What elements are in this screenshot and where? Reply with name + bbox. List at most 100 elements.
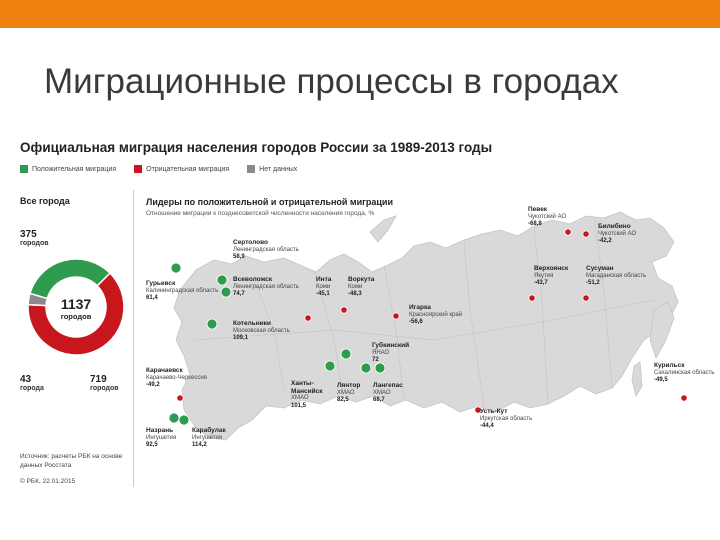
city-label-susuman: Сусуман Магаданская область -51,2 [586,265,646,288]
map-marker-7 [304,314,312,322]
city-name: Усть-Кут [480,408,508,415]
city-name: Певек [528,206,548,213]
donut-label-positive-unit: городов [20,240,49,247]
legend-item-positive: Положительная миграция [20,165,116,173]
city-label-ust-kut: Усть-Кут Иркутская область -44,4 [480,408,532,431]
city-label-nazran: Назрань Ингушетия 92,5 [146,427,176,450]
city-label-kotelniki: Котельники Московская область 109,1 [233,320,290,343]
city-label-lyantor: Лянтор ХМАО 82,5 [337,382,360,405]
city-value: -68,8 [528,221,542,227]
legend-swatch-negative [134,165,143,173]
city-value: 101,5 [291,402,307,409]
map-marker-11 [220,286,232,298]
donut-label-positive: 375 городов [20,230,49,248]
map-marker-9 [176,394,184,402]
city-value: -43,7 [534,280,548,286]
city-name: Билибино [598,223,631,230]
city-region: Коми [348,283,363,290]
donut-label-negative-count: 719 [90,374,107,385]
city-name: Курильск [654,362,685,369]
city-label-vsevolozhsk: Всеволожск Ленинградская область 74,7 [233,276,299,299]
city-value: 92,5 [146,442,158,448]
city-region: Калининградская область [146,287,219,294]
city-name: Ханты-Мансийск [291,380,323,395]
map-marker-1 [582,230,590,238]
map-marker-3 [582,294,590,302]
city-name: Верхоянск [534,265,569,272]
figure-title: Официальная миграция населения городов Р… [20,140,493,155]
city-region: Ленинградская область [233,246,299,253]
city-name: Губкинский [372,342,410,349]
city-name: Карачаевск [146,367,183,374]
donut-label-negative-unit: городов [90,385,119,392]
donut-slice-2 [27,292,49,307]
city-name: Инта [316,276,332,283]
map-title: Лидеры по положительной и отрицательной … [146,197,393,207]
legend-item-nodata: Нет данных [247,165,297,173]
city-region: Московская область [233,327,290,334]
city-value: -42,2 [598,238,612,244]
legend-label-negative: Отрицательная миграция [146,165,230,173]
city-value: 82,5 [337,397,349,403]
city-region: Ленинградская область [233,283,299,290]
top-accent-bar [0,0,720,28]
city-name: Котельники [233,320,271,327]
city-region: Иркутская область [480,415,533,422]
city-name: Назрань [146,427,174,434]
donut-label-negative: 719 городов [90,375,119,393]
city-region: Ингушетия [146,434,177,441]
city-value: -49,5 [654,377,668,383]
city-name: Всеволожск [233,276,272,283]
map-markers [168,228,688,426]
city-value: 72 [372,357,379,363]
map-marker-2 [528,294,536,302]
city-name: Гурьевск [146,280,176,287]
donut-label-nodata-count: 43 [20,374,32,385]
city-label-sertolovo: Сертолово Ленинградская область 58,9 [233,239,299,262]
city-value: -44,4 [480,423,494,429]
map-subtitle: Отношение миграции к позднесоветской чис… [146,210,375,217]
donut-center-value: 1137 [61,296,92,312]
source-note: Источник: расчеты РБК на основе данных Р… [20,453,123,469]
city-label-kurilsk: Курильск Сахалинская область -49,5 [654,362,714,385]
city-value: 58,9 [233,254,245,260]
city-region: ХМАО [291,395,309,401]
donut-slice-1 [27,272,125,356]
map-marker-19 [178,414,190,426]
city-region: Красноярский край [409,311,463,318]
map-marker-12 [170,262,182,274]
city-label-karabulak: Карабулак Ингушетия 114,2 [192,427,226,450]
legend-swatch-positive [20,165,28,173]
map-marker-16 [360,362,372,374]
donut-label-positive-count: 375 [20,229,37,240]
city-region: ЯНАО [372,349,390,356]
map-marker-6 [392,312,400,320]
kamchatka [649,301,675,359]
city-region: Якутия [534,272,554,279]
city-label-inta: Инта Коми -45,1 [316,276,331,299]
map-marker-0 [564,228,572,236]
map-marker-14 [340,348,352,360]
city-value: -51,2 [586,280,600,286]
city-name: Игарка [409,304,431,311]
city-label-gubkinsky: Губкинский ЯНАО 72 [372,342,409,365]
city-label-pevek: Певек Чукотский АО -68,8 [528,206,566,229]
city-value: -49,2 [146,382,160,388]
map-marker-8 [340,306,348,314]
city-value: 74,7 [233,291,245,297]
map-marker-15 [324,360,336,372]
city-name: Сусуман [586,265,614,272]
city-value: 109,1 [233,335,249,341]
russia-map [168,211,688,441]
city-label-khanty-mansiysk: Ханты-Мансийск ХМАО 101,5 [291,380,331,410]
city-label-guryevsk: Гурьевск Калининградская область 61,4 [146,280,218,303]
donut-slice-0 [29,258,112,300]
city-region: Чукотский АО [598,230,637,237]
city-name: Сертолово [233,239,268,246]
region-borders [193,217,655,407]
legend-label-nodata: Нет данных [259,165,298,173]
city-region: Коми [316,283,331,290]
city-region: Карачаево-Черкессия [146,374,207,381]
map-marker-10 [216,274,228,286]
